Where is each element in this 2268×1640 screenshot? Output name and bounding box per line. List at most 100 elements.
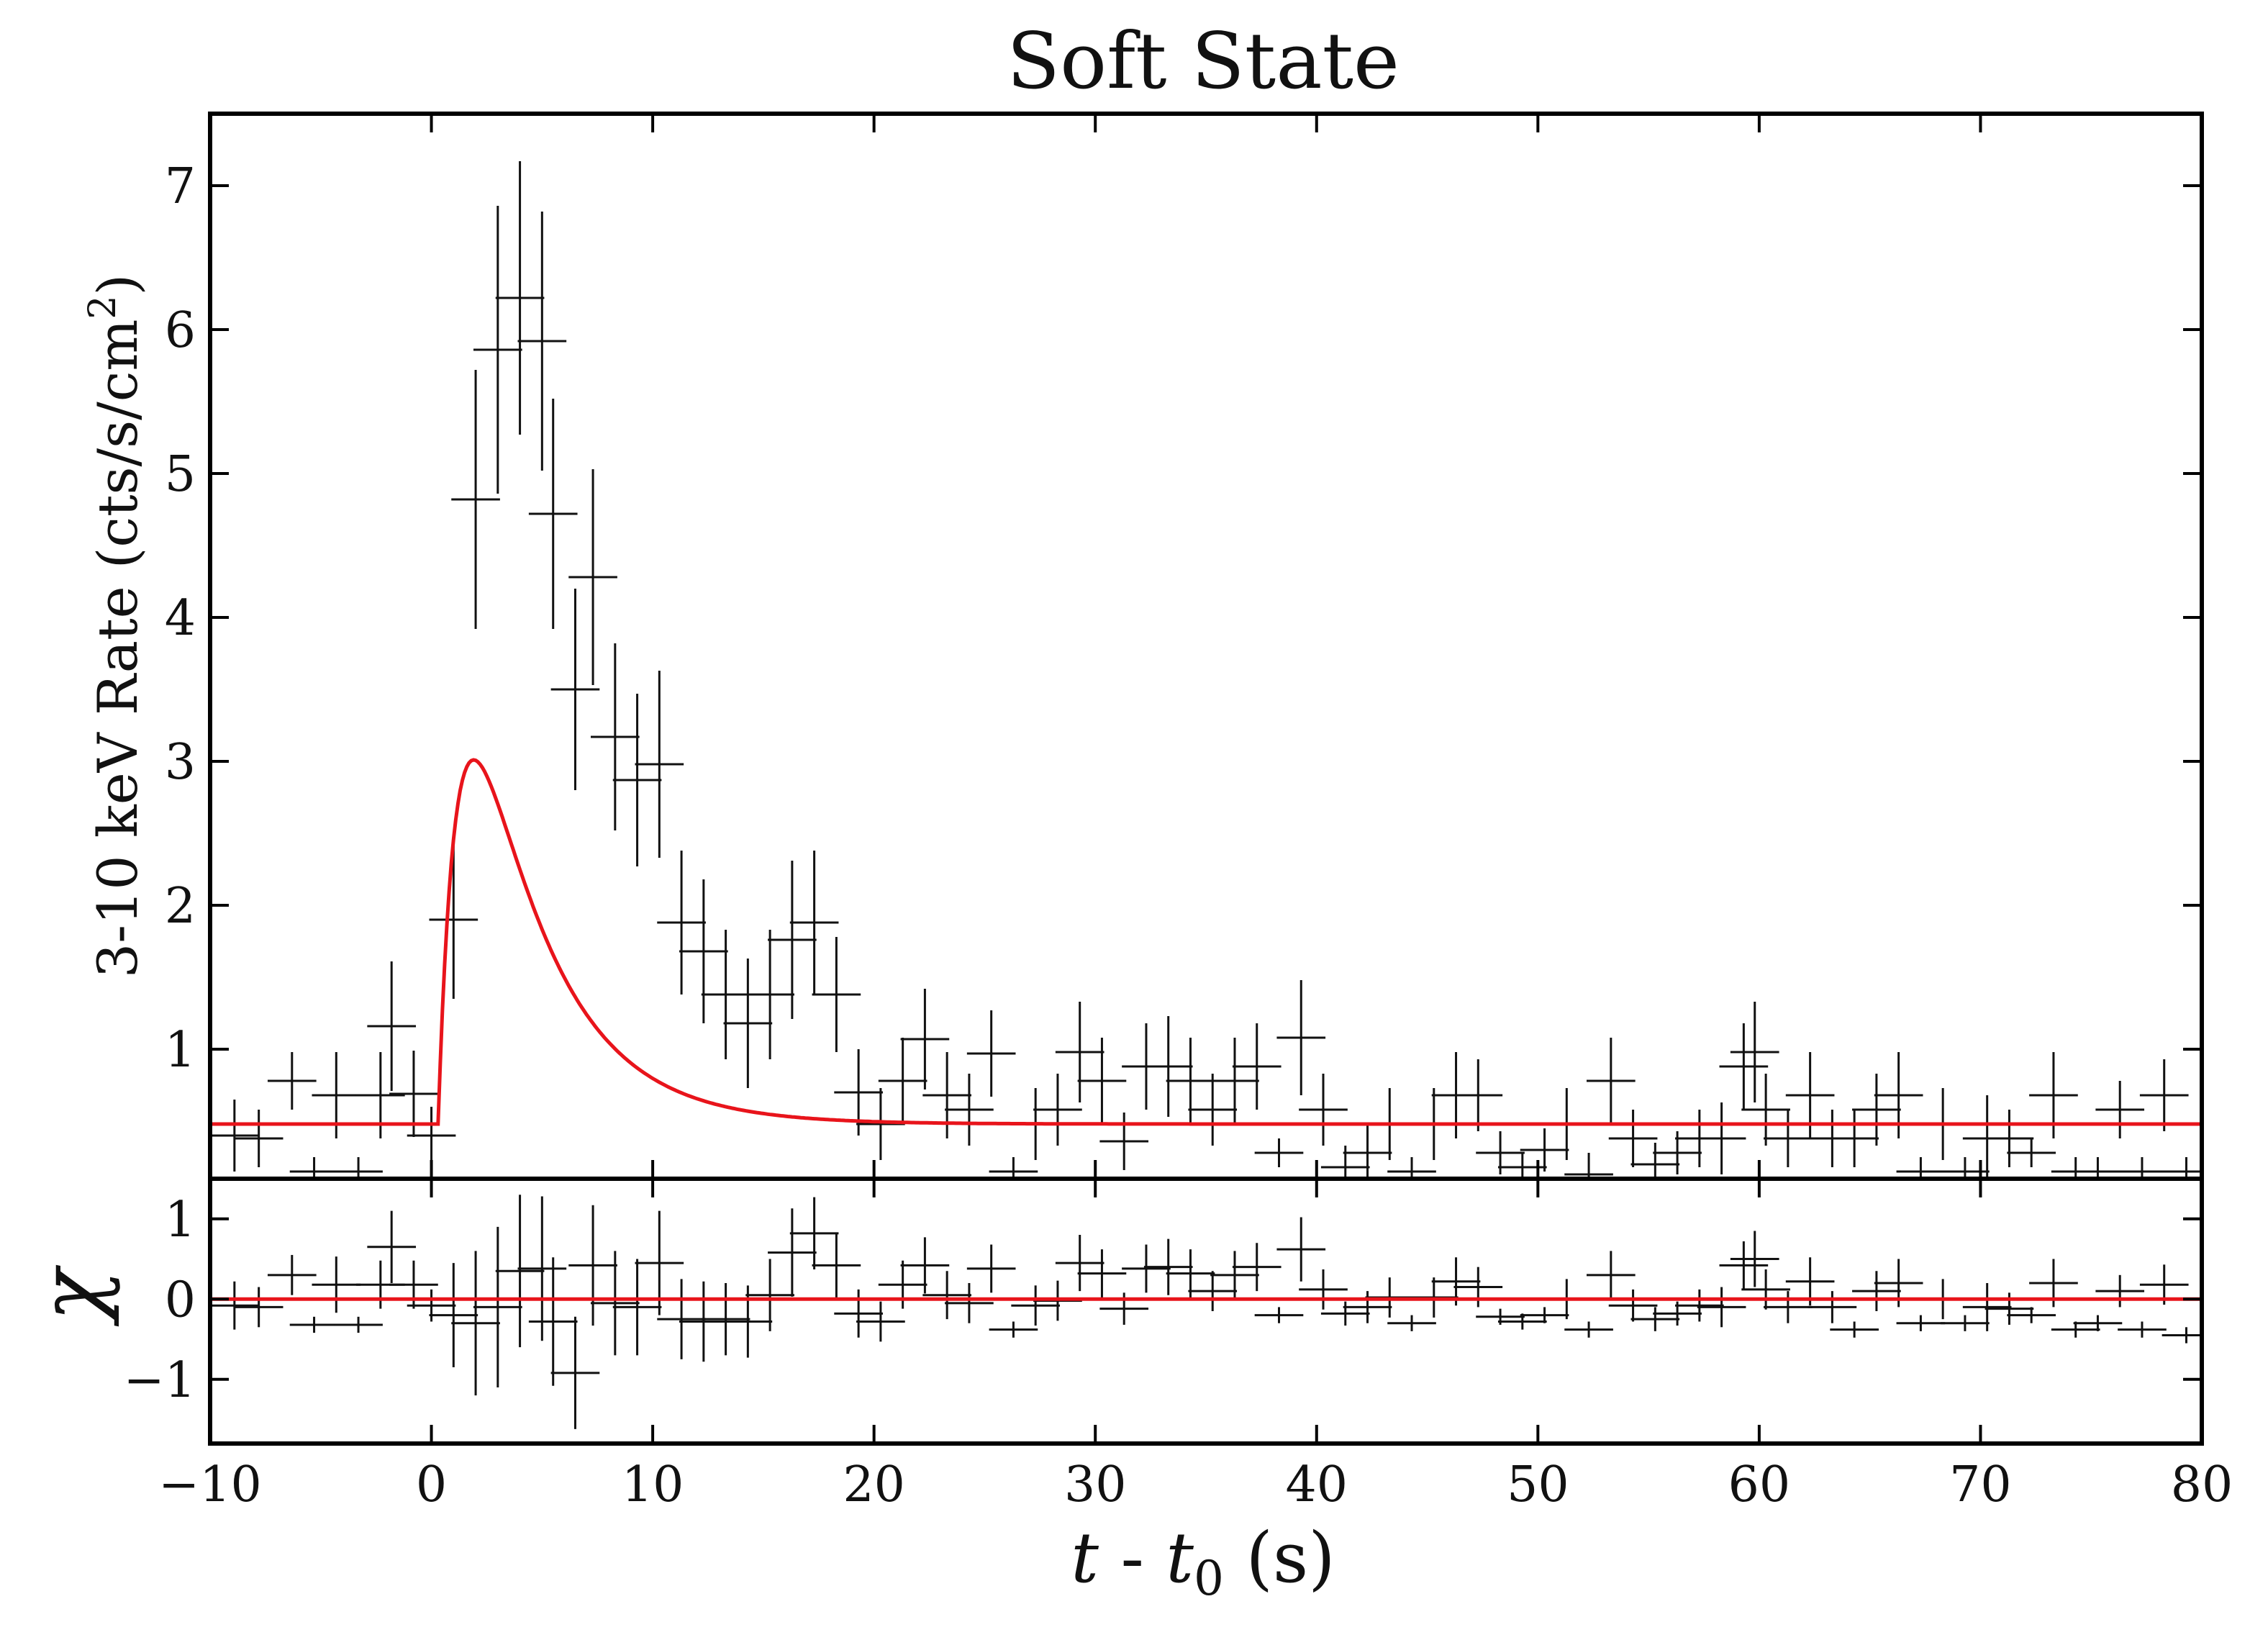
rate-data-point: [1586, 1038, 1636, 1124]
residual-data-point: [1055, 1235, 1104, 1292]
x-tick-label: −10: [158, 1456, 262, 1513]
residual-data-point: [1520, 1307, 1569, 1323]
residual-data-point: [451, 1251, 500, 1396]
rate-data-point: [1520, 1128, 1569, 1172]
residual-y-tick-label: −1: [124, 1352, 196, 1409]
residual-y-tick-label: 1: [165, 1192, 196, 1249]
rate-data-point: [1564, 1153, 1613, 1177]
rate-data-point: [1055, 1002, 1104, 1102]
rate-data-point: [635, 671, 684, 858]
residual-data-point: [234, 1287, 284, 1328]
residual-data-point: [267, 1254, 317, 1295]
rate-data-point: [473, 206, 522, 494]
chart-title: Soft State: [1007, 17, 1400, 107]
rate-data-point: [945, 1074, 994, 1146]
rate-data-point: [429, 841, 478, 999]
residual-data-point: [723, 1285, 773, 1358]
residual-data-point: [1730, 1231, 1779, 1287]
residual-data-point: [1896, 1315, 1946, 1331]
rate-data-point: [234, 1110, 284, 1167]
rate-data-point: [407, 1107, 456, 1164]
residual-data-point: [1122, 1244, 1171, 1293]
rate-data-point: [1453, 1059, 1503, 1131]
rate-y-tick-label: 1: [165, 1022, 196, 1079]
rate-data-point: [1077, 1038, 1127, 1124]
residual-data-point: [590, 1251, 640, 1356]
residual-data-point: [1343, 1291, 1392, 1323]
rate-data-point: [1852, 1074, 1901, 1146]
rate-data-point: [878, 1038, 927, 1124]
residual-data-point: [495, 1195, 545, 1348]
rate-y-tick-label: 4: [165, 590, 196, 647]
residual-data-point: [289, 1316, 339, 1333]
residual-data-point: [1830, 1321, 1879, 1338]
x-tick-label: 70: [1949, 1456, 2012, 1513]
rate-data-point: [745, 930, 794, 1059]
x-tick-label: 0: [416, 1456, 447, 1513]
residual-data-point: [1852, 1271, 1901, 1311]
rate-data-point: [1764, 1110, 1813, 1167]
rate-data-point: [966, 1010, 1016, 1097]
rate-data-point: [2007, 1138, 2056, 1167]
x-tick-label: 50: [1507, 1456, 1569, 1513]
rate-data-point: [2162, 1157, 2200, 1177]
rate-data-point: [267, 1052, 317, 1110]
residual-data-point: [657, 1279, 706, 1359]
residual-data-point: [1719, 1241, 1769, 1290]
rate-data-point: [1166, 1038, 1215, 1124]
rate-data-point: [612, 694, 662, 866]
residual-data-point: [568, 1205, 617, 1326]
residual-data-point: [1387, 1315, 1436, 1331]
x-tick-label: 30: [1064, 1456, 1127, 1513]
residual-data-point: [1232, 1243, 1282, 1292]
rate-data-point: [1254, 1138, 1304, 1167]
y-axis-label-rate: 3-10 keV Rate (cts/s/cm2): [81, 274, 150, 978]
rate-data-point: [922, 1052, 971, 1138]
x-tick-label: 10: [622, 1456, 684, 1513]
rate-data-point: [1143, 1016, 1193, 1117]
residual-data-point: [429, 1263, 478, 1368]
residual-data-point: [1166, 1249, 1215, 1298]
rate-data-point: [451, 370, 500, 629]
residual-data-point: [1586, 1251, 1636, 1300]
rate-data-point: [789, 851, 839, 995]
rate-data-point: [289, 1157, 339, 1177]
residual-data-point: [550, 1316, 600, 1429]
rate-data-point: [367, 961, 417, 1091]
residual-data-point: [878, 1260, 927, 1309]
rate-data-point: [900, 989, 950, 1089]
residual-data-point: [1453, 1267, 1503, 1308]
rate-data-point: [1497, 1153, 1547, 1177]
residual-data-point: [528, 1257, 578, 1386]
residual-data-point: [312, 1256, 361, 1313]
residual-data-point: [1675, 1289, 1724, 1322]
rate-data-point: [590, 643, 640, 830]
rate-y-tick-label: 2: [165, 878, 196, 935]
residual-data-point: [1188, 1271, 1238, 1311]
rate-data-point: [1830, 1110, 1879, 1167]
residual-data-point: [679, 1281, 728, 1362]
residual-data-point: [2118, 1321, 2167, 1338]
rate-data-point: [1941, 1157, 1990, 1177]
residual-data-point: [517, 1196, 567, 1341]
rate-data-point: [1741, 1074, 1790, 1146]
residual-data-point: [1764, 1291, 1813, 1323]
residual-data-point: [1320, 1301, 1370, 1326]
residual-data-point: [922, 1271, 971, 1320]
x-tick-labels: −10 0 10 20 30 40 50 60 70 80: [158, 1456, 2233, 1513]
rate-data-point: [1188, 1074, 1238, 1146]
rate-model-curve: [210, 758, 2202, 1126]
rate-data-point: [1730, 1002, 1779, 1102]
rate-data-point: [1719, 1023, 1769, 1110]
residual-data-point: [334, 1316, 383, 1333]
rate-data-point: [517, 212, 567, 471]
residual-data-point: [1254, 1307, 1304, 1323]
residual-data-point: [1741, 1269, 1790, 1310]
residual-data-point: [745, 1259, 794, 1331]
residual-data-point: [612, 1259, 662, 1356]
rate-data-point: [812, 937, 861, 1052]
x-tick-label: 20: [843, 1456, 905, 1513]
rate-data-point: [701, 930, 750, 1059]
residual-data-point: [2095, 1274, 2145, 1308]
